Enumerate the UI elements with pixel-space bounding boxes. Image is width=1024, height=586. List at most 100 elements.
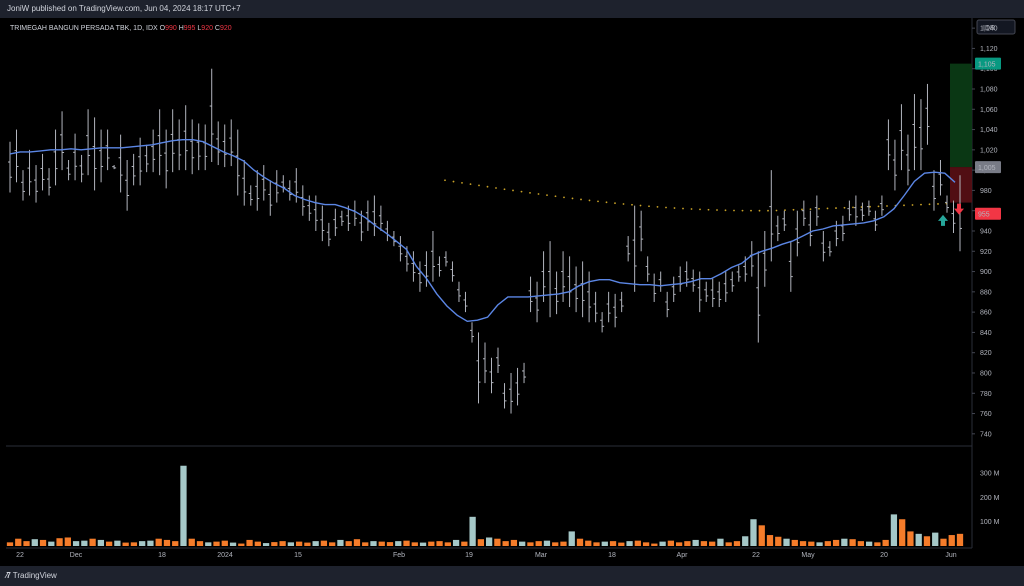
trend-dot: [690, 208, 693, 210]
volume-bar: [626, 541, 633, 546]
trend-dot: [571, 197, 574, 200]
trend-dot: [673, 207, 676, 209]
trend-dot: [818, 207, 820, 210]
volume-bar: [783, 538, 790, 546]
volume-tick-label: 200 M: [980, 495, 1000, 502]
trend-dot: [716, 209, 718, 211]
volume-bar: [576, 538, 584, 546]
trend-dot: [631, 203, 633, 206]
volume-bar: [915, 533, 922, 546]
volume-bar: [552, 542, 559, 546]
open-label: O: [160, 25, 166, 32]
volume-bar: [568, 531, 575, 546]
y-tick-label: 900: [980, 269, 992, 276]
volume-bar: [502, 541, 509, 546]
volume-bar: [254, 541, 261, 546]
volume-tick-label: 300 M: [980, 471, 1000, 478]
volume-bar: [535, 541, 542, 546]
trend-dot: [537, 193, 540, 195]
trend-dot: [903, 204, 905, 207]
trend-dot: [563, 196, 565, 199]
volume-bar: [271, 542, 278, 546]
volume-bar: [221, 540, 228, 546]
publish-header: JoniW published on TradingView.com, Jun …: [0, 0, 1024, 18]
trend-dot: [869, 205, 871, 208]
trend-dot: [588, 199, 591, 202]
volume-bar: [378, 541, 385, 546]
volume-bar: [882, 539, 889, 546]
y-tick-label: 1,020: [980, 147, 998, 154]
volume-bar: [593, 542, 600, 546]
volume-bar: [824, 541, 831, 546]
volume-bar: [329, 542, 336, 546]
trend-dot: [486, 185, 489, 188]
low-label: L: [197, 25, 201, 32]
volume-bar: [337, 539, 344, 546]
volume-bar: [304, 542, 311, 546]
x-axis-label: 18: [158, 552, 166, 559]
trend-dot: [639, 204, 642, 207]
x-axis-label: Dec: [70, 552, 83, 559]
volume-bar: [172, 541, 179, 546]
trend-dot: [597, 200, 599, 203]
close-label: C: [215, 25, 220, 32]
volume-bar: [791, 539, 798, 546]
long-arrow-icon: [938, 214, 948, 226]
volume-bar: [246, 539, 253, 546]
trend-dot: [835, 207, 837, 209]
volume-bar: [609, 541, 617, 546]
price-chart[interactable]: TRIMEGAH BANGUN PERSADA TBK, 1D, IDX O99…: [0, 18, 1024, 566]
trend-dot: [648, 205, 650, 208]
volume-bar: [932, 532, 939, 546]
close-value: 920: [220, 25, 232, 32]
symbol-name: TRIMEGAH BANGUN PERSADA TBK, 1D, IDX: [10, 25, 160, 32]
target-zone: [950, 63, 972, 168]
trend-dot: [911, 204, 914, 206]
y-tick-label: 1,040: [980, 127, 998, 134]
trend-dot: [503, 188, 506, 191]
y-tick-label: 800: [980, 370, 992, 377]
trend-dot: [622, 203, 625, 205]
trend-dot: [707, 208, 710, 211]
trend-dot: [699, 208, 701, 211]
volume-bar: [436, 541, 443, 546]
trend-dot: [886, 205, 888, 207]
high-label: H: [179, 25, 184, 32]
trend-dot: [512, 189, 514, 192]
volume-bar: [395, 541, 402, 546]
x-axis-label: May: [801, 552, 815, 559]
trend-dot: [478, 184, 480, 187]
trend-dot: [920, 203, 922, 206]
trend-dot: [767, 209, 769, 212]
volume-bar: [130, 542, 138, 546]
y-tick-label: 860: [980, 310, 992, 317]
currency-box: [976, 19, 1016, 35]
volume-bar: [31, 539, 38, 546]
price-label-stop: 955: [978, 212, 990, 219]
x-axis-label: Mar: [535, 552, 548, 559]
symbol-info: TRIMEGAH BANGUN PERSADA TBK, 1D, IDX O99…: [10, 25, 232, 32]
volume-bar: [196, 541, 204, 546]
trend-dot: [928, 203, 931, 206]
volume-bar: [956, 533, 964, 546]
volume-bar: [122, 542, 129, 546]
trend-dot: [546, 194, 548, 197]
x-axis-label: 18: [608, 552, 616, 559]
tradingview-logo-icon: ⁄7: [6, 571, 11, 580]
volume-bar: [452, 539, 460, 546]
price-label-target-box: [975, 57, 1001, 70]
trend-dot: [750, 209, 752, 212]
price-label-current-box: [975, 161, 1001, 174]
trend-dot: [614, 202, 616, 205]
volume-bar: [295, 541, 303, 546]
x-axis-label: 15: [294, 552, 302, 559]
volume-bar: [485, 537, 493, 546]
volume-bar: [114, 540, 121, 546]
volume-bar: [742, 536, 749, 546]
tradingview-logo-text: TradingView: [12, 571, 57, 580]
volume-bar: [477, 539, 485, 546]
volume-bar: [39, 539, 47, 546]
volume-bar: [948, 535, 955, 546]
price-label-current: 1,005: [978, 165, 996, 172]
x-axis-label: Jun: [945, 552, 956, 559]
